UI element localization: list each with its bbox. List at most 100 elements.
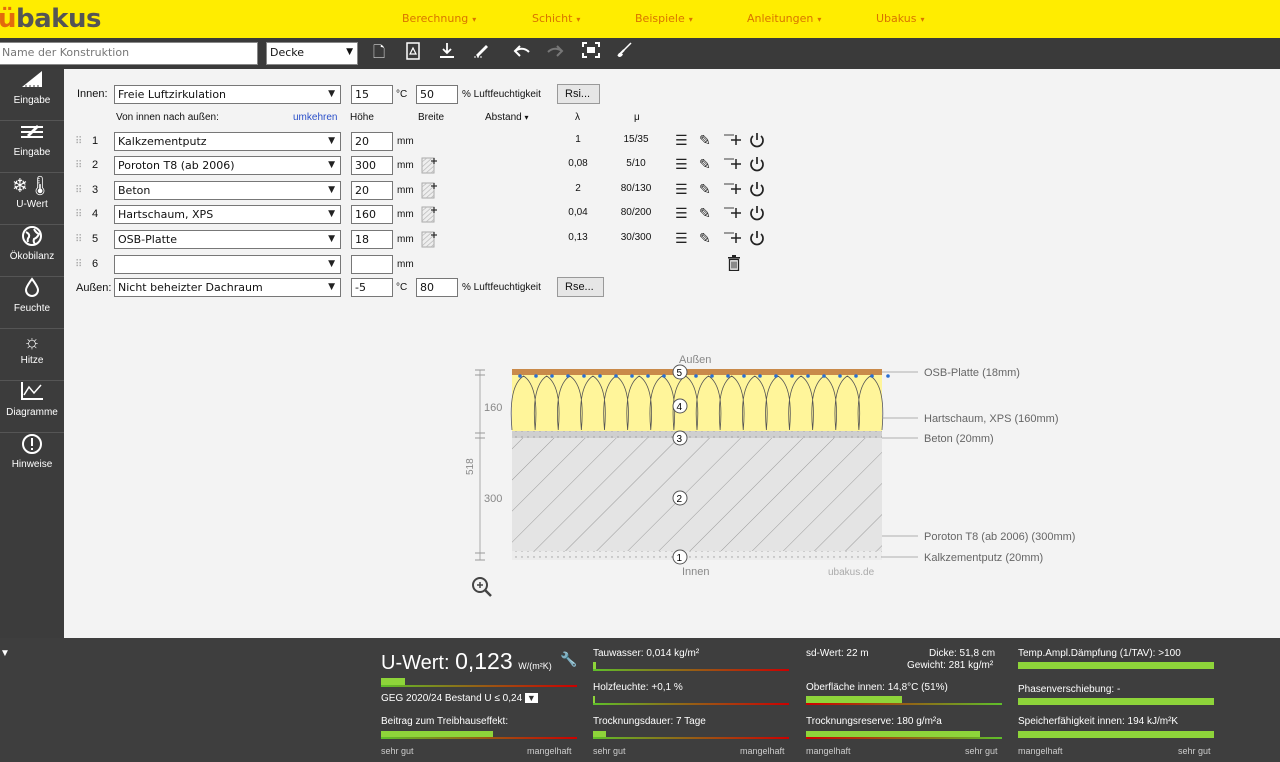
layer-height-input[interactable]: 18 (351, 230, 393, 249)
rsi-button[interactable]: Rsi... (557, 84, 600, 104)
inhomogeneous-layer-icon[interactable] (421, 230, 439, 248)
outside-humidity-input[interactable]: 80 (416, 278, 458, 297)
layer-osb[interactable] (512, 369, 882, 375)
sidebar-item-feuchte[interactable]: Feuchte (0, 277, 64, 329)
sidebar-item-oekobilanz[interactable]: Ökobilanz (0, 225, 64, 277)
layer-marker-4[interactable]: 4 (672, 398, 688, 414)
menu-icon[interactable]: ☰ (675, 205, 688, 221)
osb-fastener-dot (694, 374, 698, 378)
add-layer-icon[interactable] (724, 204, 742, 225)
nav-berechnung[interactable]: Berechnung ▾ (402, 12, 476, 25)
wrench-icon[interactable]: 🔧 (560, 651, 578, 667)
zoom-in-icon[interactable] (471, 576, 493, 598)
inhomogeneous-layer-icon[interactable] (421, 181, 439, 199)
outside-temp-input[interactable]: -5 (351, 278, 393, 297)
layer-height-unit: mm (397, 185, 414, 196)
menu-icon[interactable]: ☰ (675, 132, 688, 148)
logo[interactable]: üubakusbakus (0, 4, 101, 34)
add-layer-icon[interactable] (724, 131, 742, 152)
nav-beispiele[interactable]: Beispiele ▾ (635, 12, 693, 25)
pencil-icon[interactable]: ✎ (699, 205, 711, 221)
spacing-header-label: Abstand (485, 112, 522, 123)
reverse-link[interactable]: umkehren (293, 112, 338, 123)
collapse-icon[interactable]: ▼ (0, 648, 10, 659)
sdwert-label: sd-Wert: 22 m (806, 648, 869, 659)
sidebar-item-eingabe-roof[interactable]: Eingabe (0, 69, 64, 121)
pencil-icon[interactable]: ✎ (699, 132, 711, 148)
layer-height-input[interactable]: 300 (351, 156, 393, 175)
layer-material-select[interactable]: Beton ▼ (114, 181, 341, 200)
construction-type-select[interactable]: Decke ▼ (266, 42, 358, 65)
pencil-icon[interactable]: ✎ (699, 230, 711, 246)
pencil-icon[interactable]: ✎ (699, 156, 711, 172)
layer-height-input[interactable]: 20 (351, 132, 393, 151)
layer-height-input[interactable] (351, 255, 393, 274)
inside-condition-select[interactable]: Freie Luftzirkulation ▼ (114, 85, 341, 104)
nav-anleitungen[interactable]: Anleitungen ▾ (747, 12, 821, 25)
dropdown-arrow-icon[interactable]: ▼ (524, 693, 538, 703)
power-icon[interactable] (748, 229, 766, 250)
dropdown-arrow-icon: ▼ (328, 160, 335, 170)
layer-mu: 5/10 (626, 158, 646, 169)
drag-handle-icon[interactable]: ⠿ (75, 160, 83, 171)
add-layer-icon[interactable] (724, 229, 742, 250)
nav-schicht[interactable]: Schicht ▾ (532, 12, 580, 25)
layer-material-select[interactable]: Hartschaum, XPS ▼ (114, 205, 341, 224)
drag-handle-icon[interactable]: ⠿ (75, 234, 83, 245)
outside-condition-select[interactable]: Nicht beheizter Dachraum ▼ (114, 278, 341, 297)
edit-icon[interactable] (471, 42, 493, 64)
layer-height-input[interactable]: 160 (351, 205, 393, 224)
layer-marker-3[interactable]: 3 (672, 430, 688, 446)
add-layer-icon[interactable] (724, 155, 742, 176)
layer-material-select[interactable]: OSB-Platte ▼ (114, 230, 341, 249)
menu-icon[interactable]: ☰ (675, 230, 688, 246)
globe-icon (0, 225, 64, 251)
drag-handle-icon[interactable]: ⠿ (75, 185, 83, 196)
inhomogeneous-layer-icon[interactable] (421, 156, 439, 174)
power-icon[interactable] (748, 204, 766, 225)
pdf-icon[interactable] (402, 42, 424, 64)
power-icon[interactable] (748, 180, 766, 201)
outside-diagram-label: Außen (679, 354, 711, 366)
redo-icon[interactable] (544, 42, 566, 64)
layer-marker-2[interactable]: 2 (672, 490, 688, 506)
new-file-icon[interactable]: 🗋 (372, 44, 386, 61)
sidebar-item-hinweise[interactable]: Hinweise (0, 433, 64, 485)
sidebar-item-uwert[interactable]: ❄🌡 U-Wert (0, 173, 64, 225)
layer-marker-5[interactable]: 5 (672, 364, 688, 380)
undo-icon[interactable] (511, 42, 533, 64)
layer-material-select[interactable]: ▼ (114, 255, 341, 274)
layer-material-select[interactable]: Kalkzementputz ▼ (114, 132, 341, 151)
layer-height-input[interactable]: 20 (351, 181, 393, 200)
chevron-down-icon: ▾ (576, 15, 581, 24)
pencil-icon[interactable]: ✎ (699, 181, 711, 197)
layer-marker-1[interactable]: 1 (672, 549, 688, 565)
nav-ubakus[interactable]: Ubakus ▾ (876, 12, 925, 25)
layer-material-select[interactable]: Poroton T8 (ab 2006) ▼ (114, 156, 341, 175)
trash-icon[interactable] (727, 255, 741, 274)
layer-lambda: 0,08 (568, 158, 588, 169)
sidebar-item-diagramme[interactable]: Diagramme (0, 381, 64, 433)
rse-button[interactable]: Rse... (557, 277, 604, 297)
drag-handle-icon[interactable]: ⠿ (75, 136, 83, 147)
drag-handle-icon[interactable]: ⠿ (75, 209, 83, 220)
add-layer-icon[interactable] (724, 180, 742, 201)
power-icon[interactable] (748, 131, 766, 152)
menu-icon[interactable]: ☰ (675, 181, 688, 197)
clear-icon[interactable] (614, 42, 636, 64)
inside-temp-unit: °C (396, 89, 408, 100)
sidebar-item-eingabe-layers[interactable]: Eingabe (0, 121, 64, 173)
inside-humidity-input[interactable]: 50 (416, 85, 458, 104)
download-icon[interactable] (436, 42, 458, 64)
drag-handle-icon[interactable]: ⠿ (75, 259, 83, 270)
construction-name-input[interactable]: Name der Konstruktion (0, 42, 258, 65)
menu-icon[interactable]: ☰ (675, 156, 688, 172)
spacing-header[interactable]: Abstand ▾ (485, 112, 529, 123)
inside-temp-input[interactable]: 15 (351, 85, 393, 104)
layer-height-unit: mm (397, 209, 414, 220)
sidebar-item-hitze[interactable]: ☼ Hitze (0, 329, 64, 381)
inhomogeneous-layer-icon[interactable] (421, 205, 439, 223)
power-icon[interactable] (748, 155, 766, 176)
diagram-label-kalkzementputz: Kalkzementputz (20mm) (924, 552, 1043, 564)
fullscreen-icon[interactable] (580, 42, 602, 64)
